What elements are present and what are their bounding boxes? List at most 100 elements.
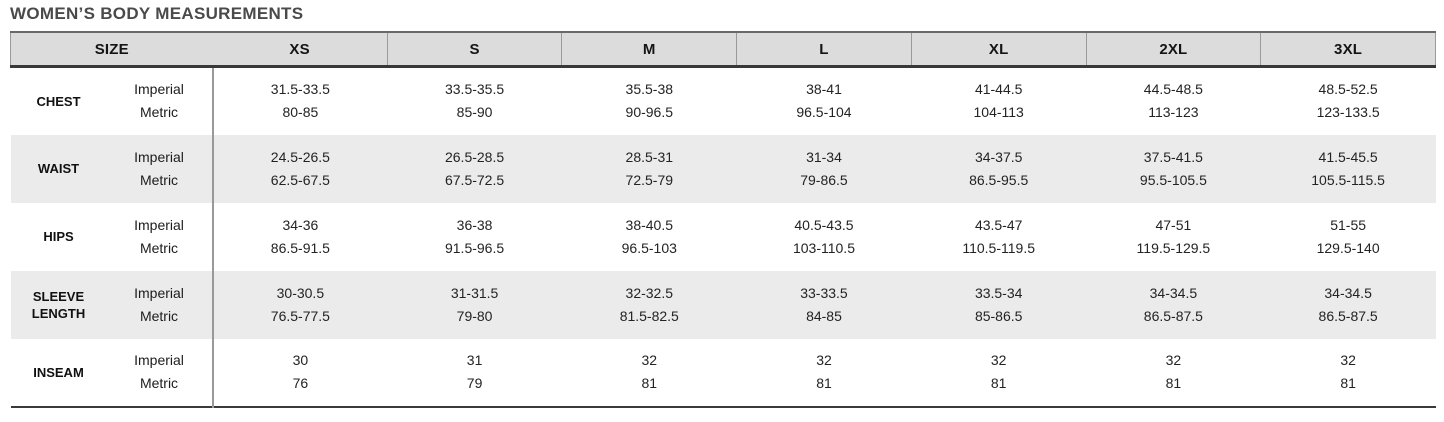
- unit-labels-cell: Imperial Metric: [106, 202, 214, 271]
- header-row: SIZE XS S M L XL 2XL 3XL: [9, 31, 1436, 68]
- metric-value: 81: [1165, 375, 1182, 391]
- imperial-value: 34-34.5: [1149, 284, 1198, 301]
- cell-sleeve-length-xl: 33.5-34 85-86.5: [911, 271, 1086, 339]
- imperial-value: 36-38: [456, 216, 493, 233]
- imperial-value: 33.5-34: [974, 284, 1023, 301]
- imperial-value: 51-55: [1330, 216, 1367, 233]
- metric-label: Metric: [139, 307, 179, 324]
- metric-value: 86.5-87.5: [1143, 307, 1203, 324]
- column-header-2xl: 2XL: [1086, 31, 1262, 68]
- cell-sleeve-length-m: 32-32.5 81.5-82.5: [562, 271, 737, 339]
- cell-inseam-3xl: 32 81: [1261, 339, 1436, 407]
- column-header-xl: XL: [911, 31, 1087, 68]
- cell-inseam-s: 31 79: [387, 339, 562, 407]
- imperial-value: 31: [466, 352, 483, 368]
- imperial-value: 43.5-47: [974, 216, 1023, 233]
- cell-waist-m: 28.5-31 72.5-79: [562, 135, 737, 203]
- column-header-3xl: 3XL: [1260, 31, 1436, 68]
- measurement-label-inseam: INSEAM: [33, 364, 84, 380]
- metric-value: 81: [641, 375, 658, 391]
- metric-value: 81.5-82.5: [619, 307, 679, 324]
- imperial-value: 32: [1340, 352, 1356, 368]
- page-title: WOMEN’S BODY MEASUREMENTS: [10, 4, 304, 23]
- metric-value: 96.5-103: [621, 239, 677, 256]
- imperial-value: 35.5-38: [625, 81, 674, 98]
- cell-chest-3xl: 48.5-52.5 123-133.5: [1261, 67, 1436, 135]
- metric-value: 95.5-105.5: [1139, 171, 1207, 188]
- imperial-label: Imperial: [134, 216, 184, 233]
- imperial-value: 48.5-52.5: [1318, 81, 1378, 98]
- cell-hips-2xl: 47-51 119.5-129.5: [1086, 203, 1261, 271]
- cell-sleeve-length-l: 33-33.5 84-85: [737, 271, 912, 339]
- metric-value: 104-113: [973, 104, 1024, 121]
- cell-inseam-2xl: 32 81: [1086, 339, 1261, 407]
- unit-labels-cell: Imperial Metric: [106, 134, 214, 203]
- table-row-waist: WAIST Imperial Metric 24.5-26.5 62.5-67.5 26.…: [10, 134, 1436, 203]
- metric-value: 79: [466, 375, 483, 391]
- metric-value: 86.5-95.5: [969, 171, 1029, 188]
- imperial-value: 34-36: [282, 216, 319, 233]
- imperial-value: 26.5-28.5: [444, 148, 505, 165]
- metric-value: 113-123: [1148, 104, 1199, 121]
- measurement-label-hips: HIPS: [43, 229, 74, 244]
- metric-label: Metric: [139, 104, 179, 121]
- measurement-label-waist: WAIST: [37, 161, 80, 176]
- cell-hips-l: 40.5-43.5 103-110.5: [737, 203, 912, 271]
- metric-value: 103-110.5: [792, 239, 855, 256]
- cell-waist-s: 26.5-28.5 67.5-72.5: [387, 135, 562, 203]
- metric-value: 96.5-104: [796, 104, 852, 121]
- imperial-label: Imperial: [134, 148, 184, 165]
- imperial-value: 41.5-45.5: [1318, 148, 1378, 165]
- metric-value: 79-86.5: [800, 171, 848, 188]
- cell-hips-xl: 43.5-47 110.5-119.5: [911, 203, 1086, 271]
- unit-labels-cell: Imperial Metric: [106, 338, 214, 407]
- table-row-sleeve-length: SLEEVE LENGTH Imperial Metric 30-30.5 76.5-7…: [10, 270, 1436, 339]
- cell-sleeve-length-2xl: 34-34.5 86.5-87.5: [1086, 271, 1261, 339]
- table-row-hips: HIPS Imperial Metric 34-36 86.5-91.5 36-38 91.…: [11, 202, 1436, 271]
- metric-value: 85-86.5: [974, 307, 1023, 324]
- cell-chest-m: 35.5-38 90-96.5: [562, 67, 737, 135]
- metric-label: Metric: [139, 239, 179, 256]
- imperial-value: 31.5-33.5: [270, 81, 330, 98]
- unit-labels-cell: Imperial Metric: [106, 66, 214, 135]
- metric-value: 67.5-72.5: [444, 171, 505, 188]
- metric-value: 123-133.5: [1316, 104, 1380, 121]
- metric-value: 86.5-87.5: [1318, 307, 1378, 324]
- metric-value: 90-96.5: [625, 104, 674, 121]
- cell-inseam-xl: 32 81: [911, 339, 1086, 407]
- cell-chest-l: 38-41 96.5-104: [737, 67, 912, 135]
- unit-labels-cell: Imperial Metric: [106, 270, 214, 339]
- cell-inseam-xs: 30 76: [213, 339, 388, 407]
- cell-hips-xs: 34-36 86.5-91.5: [213, 203, 388, 271]
- column-header-l: L: [736, 31, 912, 68]
- table-header: SIZE XS S M L XL 2XL 3XL: [9, 31, 1436, 68]
- imperial-value: 44.5-48.5: [1143, 81, 1203, 98]
- cell-chest-xs: 31.5-33.5 80-85: [213, 67, 388, 135]
- metric-value: 81: [990, 375, 1007, 391]
- imperial-label: Imperial: [134, 352, 184, 368]
- metric-value: 80-85: [282, 104, 319, 121]
- imperial-value: 33-33.5: [800, 284, 848, 301]
- cell-sleeve-length-3xl: 34-34.5 86.5-87.5: [1261, 271, 1436, 339]
- cell-waist-2xl: 37.5-41.5 95.5-105.5: [1086, 135, 1261, 203]
- imperial-label: Imperial: [134, 284, 184, 301]
- cell-waist-3xl: 41.5-45.5 105.5-115.5: [1261, 135, 1436, 203]
- metric-value: 85-90: [456, 104, 493, 121]
- imperial-value: 34-37.5: [974, 148, 1023, 165]
- column-header-s: S: [387, 31, 563, 68]
- metric-value: 79-80: [456, 307, 493, 324]
- cell-hips-m: 38-40.5 96.5-103: [562, 203, 737, 271]
- metric-value: 86.5-91.5: [270, 239, 330, 256]
- metric-value: 72.5-79: [625, 171, 674, 188]
- imperial-value: 33.5-35.5: [444, 81, 505, 98]
- metric-value: 91.5-96.5: [444, 239, 505, 256]
- metric-value: 110.5-119.5: [962, 239, 1035, 256]
- imperial-value: 32: [990, 352, 1007, 368]
- cell-hips-3xl: 51-55 129.5-140: [1261, 203, 1436, 271]
- metric-value: 81: [816, 375, 832, 391]
- table-row-chest: CHEST Imperial Metric 31.5-33.5 80-85 33.5-35…: [11, 66, 1436, 135]
- imperial-value: 40.5-43.5: [794, 216, 854, 233]
- metric-value: 76: [292, 375, 309, 391]
- metric-label: Metric: [139, 375, 179, 391]
- cell-chest-2xl: 44.5-48.5 113-123: [1086, 67, 1261, 135]
